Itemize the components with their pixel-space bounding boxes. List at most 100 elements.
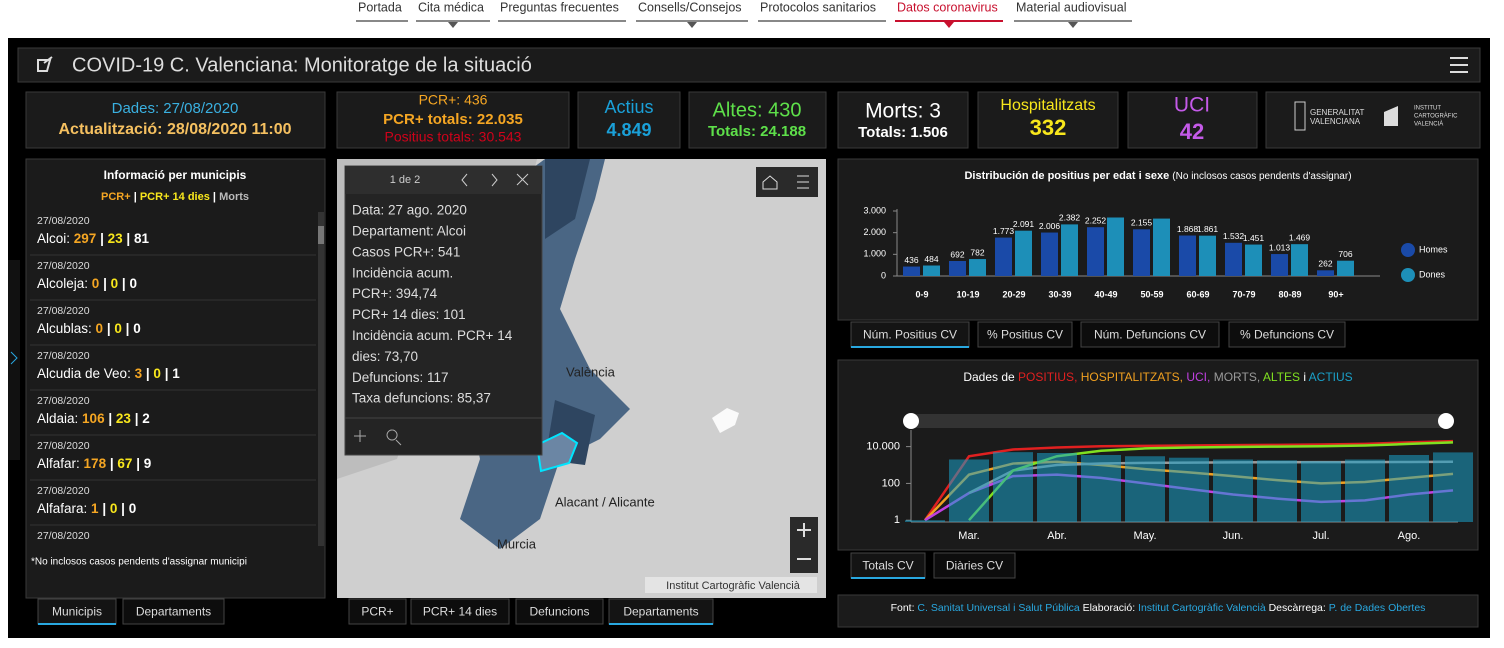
row-value: 0 — [153, 366, 161, 381]
popup-line: Departament: Alcoi — [352, 223, 466, 238]
value-label: 2.252 — [1085, 215, 1107, 225]
region — [545, 159, 595, 465]
tab-label: Municipis — [52, 605, 102, 619]
row-value: 0 — [129, 276, 137, 291]
title-sep: , — [1180, 370, 1183, 384]
row-date: 27/08/2020 — [37, 485, 90, 497]
stat: Hospitalitzats — [1000, 97, 1095, 114]
bar — [969, 259, 986, 276]
tab[interactable] — [410, 598, 510, 625]
logo-text: GENERALITAT — [1310, 108, 1364, 117]
bar — [903, 266, 920, 276]
zoom-icons[interactable] — [797, 523, 811, 560]
legend-label: Homes — [1419, 244, 1448, 254]
menu-button[interactable] — [1450, 57, 1468, 73]
popup-line: PCR+ 14 dies: 101 — [352, 307, 466, 322]
range-slider[interactable] — [912, 414, 1448, 428]
nav-item[interactable]: Protocolos sanitarios — [760, 0, 876, 14]
stat: Actius — [604, 97, 653, 117]
chart-title: Dades de POSITIUS, HOSPITALITZATS, UCI, … — [963, 370, 1352, 384]
tab[interactable] — [122, 598, 225, 625]
row-value: 0 — [110, 501, 118, 516]
y-tick-label: 2.000 — [863, 227, 886, 237]
popup-line: Taxa defuncions: 85,37 — [352, 391, 491, 406]
bar — [1081, 455, 1121, 522]
nav-item[interactable]: Consells/Consejos — [638, 0, 742, 14]
row-value: 297 — [74, 231, 97, 246]
title-sep: , — [1074, 370, 1077, 384]
slider-handle[interactable] — [1438, 413, 1454, 429]
tab[interactable] — [37, 598, 117, 625]
row-name: Alfafara: — [37, 501, 87, 516]
nav-item[interactable]: Portada — [358, 0, 402, 14]
bar — [995, 237, 1012, 276]
tab[interactable] — [1080, 321, 1220, 348]
icv-icon — [1384, 106, 1398, 126]
tab[interactable] — [608, 598, 714, 625]
nav-caret — [448, 22, 458, 28]
bar — [1087, 227, 1104, 276]
separator: | — [100, 231, 104, 246]
row-values: Alfafar: 178 | 67 | 9 — [37, 456, 151, 471]
nav-caret — [944, 22, 954, 28]
popup-controls[interactable] — [461, 173, 529, 187]
tab[interactable] — [348, 598, 407, 625]
selected-region[interactable] — [535, 431, 579, 473]
credit: P. de Dades Obertes — [1329, 602, 1426, 614]
nav-item[interactable]: Material audiovisual — [1016, 0, 1126, 14]
logos-box — [1265, 91, 1481, 149]
bar — [1291, 244, 1308, 276]
scrollbar[interactable] — [318, 212, 324, 546]
bar — [1133, 229, 1150, 276]
subtitle: (No inclosos casos pendents d'assignar) — [1172, 171, 1351, 182]
bar — [1345, 459, 1385, 522]
scroll-thumb[interactable] — [318, 226, 324, 244]
x-tick-label: 80-89 — [1278, 289, 1301, 299]
nav-item[interactable]: Preguntas frecuentes — [500, 0, 619, 14]
map-tool-icons[interactable] — [762, 175, 809, 190]
row-name: Alcoi: — [37, 231, 70, 246]
y-tick-label: 1 — [894, 514, 900, 526]
popup-actions[interactable] — [354, 429, 402, 446]
value-label: 1.868 — [1177, 224, 1199, 234]
popup-line: Incidència acum. — [352, 265, 453, 280]
separator: | — [165, 366, 169, 381]
row-value: 0 — [96, 321, 104, 336]
tab-label: PCR+ — [361, 605, 393, 619]
tab[interactable] — [933, 552, 1016, 579]
tab-label: Núm. Positius CV — [863, 328, 957, 342]
slider-handle[interactable] — [903, 413, 919, 429]
popup — [344, 165, 543, 456]
value-label: 1.013 — [1269, 242, 1291, 252]
x-tick-label: 70-79 — [1232, 289, 1255, 299]
side-arrow[interactable] — [10, 351, 18, 365]
value-label: 2.006 — [1039, 221, 1061, 231]
tab[interactable] — [977, 321, 1073, 348]
tab[interactable] — [850, 321, 970, 348]
tab[interactable] — [1228, 321, 1346, 348]
value-label: 436 — [904, 255, 918, 265]
stat: Positius totals: 30.543 — [385, 129, 522, 145]
tab[interactable] — [515, 598, 604, 625]
row-values: Alcublas: 0 | 0 | 0 — [37, 321, 141, 336]
row-values: Alcoleja: 0 | 0 | 0 — [37, 276, 137, 291]
separator: | — [122, 276, 126, 291]
stat: 4.849 — [606, 120, 651, 140]
row-date: 27/08/2020 — [37, 530, 90, 542]
tab[interactable] — [850, 552, 926, 579]
row-date: 27/08/2020 — [37, 440, 90, 452]
nav-item[interactable]: Datos coronavirus — [897, 0, 998, 14]
bar — [1257, 460, 1297, 522]
row-value: 9 — [144, 456, 152, 471]
tab-label: Departaments — [623, 605, 698, 619]
side-handle[interactable] — [8, 260, 20, 460]
nav-item[interactable]: Cita médica — [418, 0, 484, 14]
title-sep: , — [1257, 370, 1260, 384]
value-label: 692 — [950, 249, 964, 259]
legend-item: PCR+ 14 dies — [140, 191, 210, 203]
tab-label: Defuncions — [529, 605, 589, 619]
popup-line: Incidència acum. PCR+ 14 — [352, 328, 513, 343]
map-label: València — [566, 364, 616, 379]
gva-icon — [1294, 101, 1306, 131]
